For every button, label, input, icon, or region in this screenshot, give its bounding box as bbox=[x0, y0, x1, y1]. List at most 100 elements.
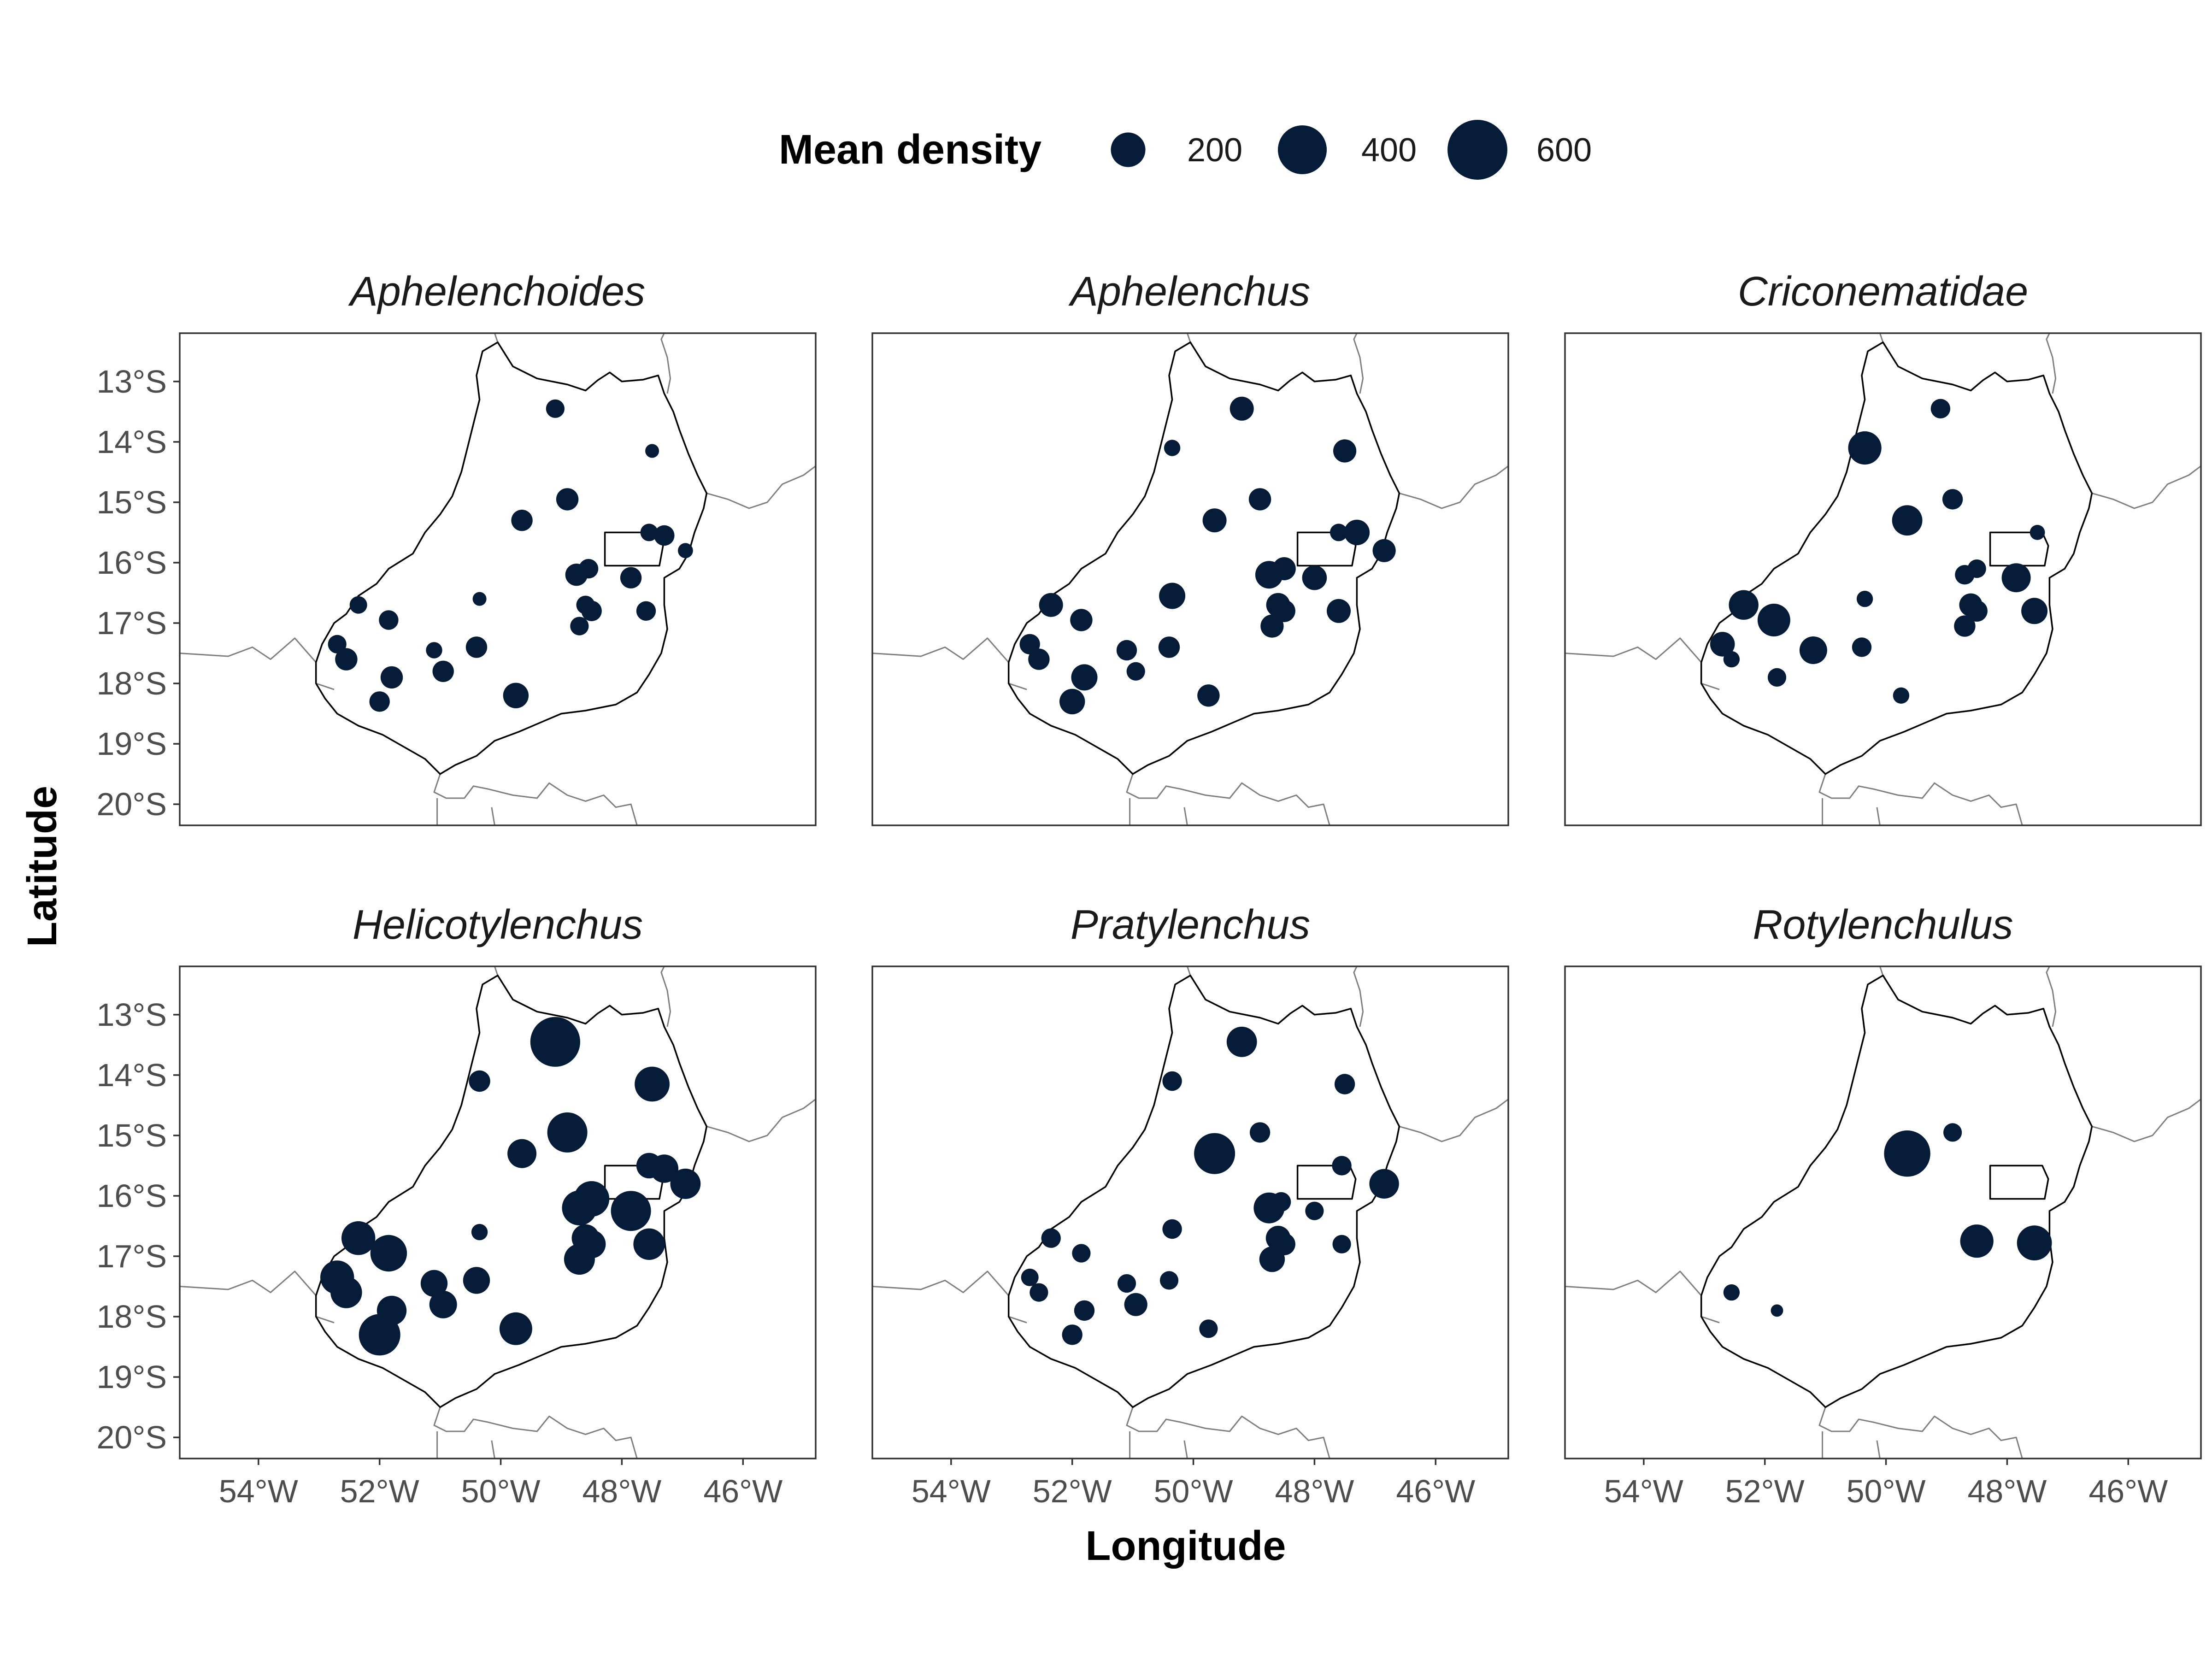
density-point bbox=[620, 567, 642, 588]
neighbor-border-line bbox=[706, 465, 816, 509]
density-point bbox=[1334, 1074, 1355, 1094]
neighbor-border-line bbox=[316, 1316, 335, 1324]
panel-border bbox=[871, 332, 1509, 826]
neighbor-border-line bbox=[1183, 1440, 1188, 1459]
density-point bbox=[472, 592, 487, 606]
neighbor-border-line bbox=[872, 1271, 1009, 1296]
density-point bbox=[1333, 439, 1357, 463]
neighbor-border-line bbox=[660, 333, 671, 394]
density-point bbox=[1070, 609, 1093, 631]
map-layer bbox=[1565, 333, 2201, 825]
density-point bbox=[499, 1312, 532, 1345]
density-point bbox=[1967, 559, 1986, 578]
legend-key-600 bbox=[1447, 120, 1507, 180]
density-point bbox=[1723, 651, 1740, 668]
neighbor-border-line bbox=[2091, 465, 2201, 509]
y-tick-label: 16°S bbox=[96, 545, 167, 581]
density-point bbox=[369, 691, 390, 712]
density-point bbox=[380, 666, 403, 689]
x-tick-label: 50°W bbox=[1847, 1473, 1926, 1509]
x-tick-label: 54°W bbox=[1604, 1473, 1683, 1509]
density-point bbox=[359, 1314, 400, 1356]
x-tick-label: 46°W bbox=[703, 1473, 782, 1509]
y-axis-title: Latitude bbox=[19, 786, 65, 947]
y-tick-label: 17°S bbox=[96, 1238, 167, 1274]
state-outline bbox=[1007, 341, 1400, 775]
density-point bbox=[1248, 488, 1271, 511]
density-point bbox=[471, 1224, 488, 1241]
density-point bbox=[1848, 431, 1882, 465]
density-point bbox=[578, 559, 599, 579]
density-point bbox=[1892, 505, 1923, 536]
legend-title: Mean density bbox=[779, 127, 1041, 173]
neighbor-border-line bbox=[1183, 807, 1188, 825]
density-point bbox=[335, 648, 358, 671]
density-point bbox=[1966, 600, 1988, 622]
density-point bbox=[1124, 1293, 1147, 1316]
neighbor-border-line bbox=[1008, 682, 1027, 690]
facet-rotylenchulus: Rotylenchulus 54°W 52°W 50°W 48°W 46°W bbox=[1564, 902, 2202, 1509]
neighbor-border-line bbox=[180, 637, 317, 663]
density-point bbox=[465, 636, 488, 658]
density-point bbox=[370, 1235, 407, 1272]
density-point bbox=[507, 1139, 537, 1168]
neighbor-border-line bbox=[706, 1099, 816, 1142]
density-point bbox=[678, 543, 693, 559]
density-point bbox=[426, 642, 442, 659]
density-point bbox=[1942, 489, 1963, 510]
neighbor-border-line bbox=[494, 333, 499, 343]
panel-border bbox=[1564, 965, 2202, 1459]
density-point bbox=[1332, 1156, 1352, 1176]
density-point bbox=[1767, 668, 1787, 687]
state-outline bbox=[1007, 974, 1400, 1408]
density-point bbox=[1126, 662, 1145, 681]
density-point bbox=[330, 1277, 362, 1308]
density-point bbox=[1062, 1324, 1082, 1345]
legend-keys: 200 400 600 bbox=[1111, 120, 1592, 180]
state-outline bbox=[1700, 974, 2093, 1408]
density-point bbox=[1074, 1300, 1095, 1321]
density-point bbox=[1162, 1071, 1182, 1091]
density-point bbox=[1226, 1026, 1257, 1057]
legend-key-200 bbox=[1111, 132, 1146, 167]
facet-title-helicotylenchus: Helicotylenchus bbox=[353, 902, 643, 948]
neighbor-border-line bbox=[1008, 1316, 1027, 1324]
x-tick-label: 54°W bbox=[219, 1473, 298, 1509]
density-point bbox=[1199, 1319, 1218, 1338]
density-point bbox=[1039, 593, 1063, 617]
density-point bbox=[1194, 1133, 1235, 1174]
facet-criconematidae: Criconematidae bbox=[1564, 269, 2202, 826]
density-point bbox=[570, 617, 589, 635]
y-tick-label: 19°S bbox=[96, 726, 167, 762]
density-point bbox=[650, 1154, 679, 1183]
y-tick-label: 13°S bbox=[96, 364, 167, 400]
facet-title-criconematidae: Criconematidae bbox=[1738, 269, 2028, 315]
neighbor-border-line bbox=[1818, 774, 2023, 825]
neighbor-border-line bbox=[1876, 1440, 1881, 1459]
facet-panels: Aphelenchoides 13°S 14°S 15°S 16°S 17°S 18°S 19… bbox=[96, 269, 2202, 1509]
map-layer bbox=[872, 966, 1508, 1459]
density-point bbox=[1943, 1123, 1962, 1142]
density-point bbox=[1072, 1244, 1091, 1263]
neighbor-border-line bbox=[1565, 637, 1702, 663]
density-point bbox=[2017, 1225, 2052, 1261]
federal-district-outline bbox=[1989, 1165, 2049, 1200]
facet-title-rotylenchulus: Rotylenchulus bbox=[1753, 902, 2013, 948]
density-point bbox=[2001, 563, 2031, 593]
density-point bbox=[1230, 396, 1254, 421]
y-tick-label: 14°S bbox=[96, 1057, 167, 1093]
density-point bbox=[1710, 632, 1735, 657]
density-point bbox=[1729, 590, 1759, 620]
legend-key-400 bbox=[1277, 125, 1327, 175]
density-point bbox=[670, 1168, 701, 1199]
density-point bbox=[1271, 1192, 1291, 1212]
map-layer bbox=[1565, 966, 2201, 1459]
neighbor-border-line bbox=[2046, 966, 2057, 1027]
neighbor-border-line bbox=[494, 966, 499, 976]
neighbor-border-line bbox=[1399, 465, 1508, 509]
neighbor-border-line bbox=[1353, 966, 1364, 1027]
density-point bbox=[1164, 440, 1181, 456]
density-point bbox=[645, 444, 659, 458]
neighbor-border-line bbox=[1565, 1271, 1702, 1296]
facet-aphelenchus: Aphelenchus bbox=[871, 269, 1509, 826]
